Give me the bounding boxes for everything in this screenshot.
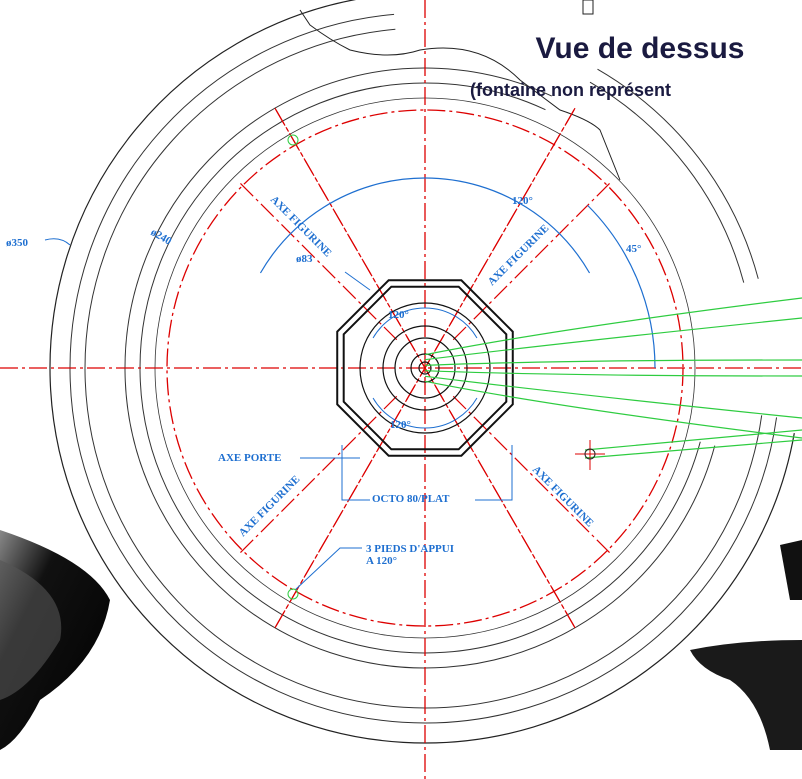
title: Vue de dessus (536, 32, 745, 65)
angle-label: 120° (388, 309, 409, 321)
angle-label: 120° (512, 195, 533, 207)
figurine-axis (238, 396, 397, 555)
figurine-axis (453, 396, 612, 555)
drawing: Vue de dessus (fontaine non représent ø3… (0, 0, 802, 779)
leader (300, 445, 512, 500)
axis-label: AXE FIGURINE (268, 194, 334, 260)
rail (425, 360, 802, 365)
leader (45, 239, 70, 245)
axis-label: AXE FIGURINE (530, 464, 596, 530)
note: A 120° (366, 555, 397, 567)
dim-label: ø350 (6, 237, 29, 249)
dim-label: ø83 (296, 253, 313, 265)
axis-label: AXE PORTE (218, 452, 281, 464)
figurine-axis (238, 181, 397, 340)
leader (295, 548, 362, 590)
rail (425, 381, 802, 438)
bowl-right-top (780, 540, 802, 600)
note: 3 PIEDS D'APPUI (366, 543, 454, 555)
angle-label: 120° (390, 419, 411, 431)
geometry (0, 0, 802, 779)
rail (425, 376, 802, 418)
pin (583, 0, 593, 14)
ring (70, 14, 777, 723)
crosshair (575, 440, 605, 470)
leader (345, 272, 370, 290)
ring-right (598, 69, 759, 278)
bowl-right (690, 640, 802, 750)
dim-label: ø240 (149, 226, 174, 248)
axis-label: AXE FIGURINE (486, 222, 552, 288)
ring-right (590, 82, 744, 282)
rail (425, 298, 802, 355)
dim-label: OCTO 80/PLAT (372, 493, 450, 505)
dim-arc (588, 205, 655, 368)
rail (425, 318, 802, 360)
axis-label: AXE FIGURINE (237, 473, 303, 539)
angle-label: 45° (626, 243, 641, 255)
rail (425, 371, 802, 376)
subtitle: (fontaine non représent (470, 80, 671, 100)
